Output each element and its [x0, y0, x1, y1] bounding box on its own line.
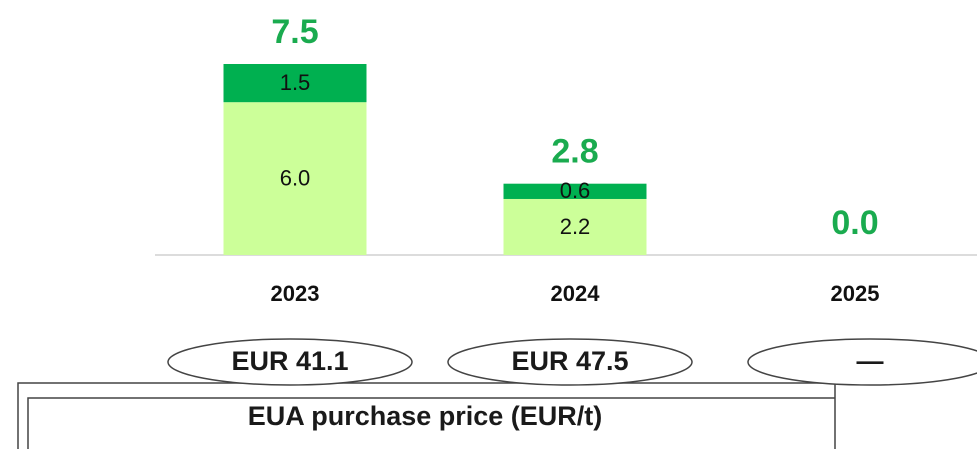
price-oval [167, 338, 413, 386]
x-tick-label: 2025 [831, 281, 880, 306]
bar-segment [223, 102, 367, 255]
total-label: 7.5 [271, 13, 318, 51]
segment-label: 2.2 [560, 214, 591, 239]
segment-label: 6.0 [280, 165, 311, 190]
price-oval [747, 338, 977, 386]
price-label: EUR 47.5 [511, 346, 628, 376]
bar-segment [503, 198, 647, 255]
total-label: 0.0 [831, 204, 878, 242]
bar-segment [503, 183, 647, 199]
x-tick-label: 2023 [271, 281, 320, 306]
bracket-outer [17, 382, 836, 449]
price-title: EUA purchase price (EUR/t) [248, 401, 603, 431]
bracket-inner [27, 397, 835, 449]
price-label: — [857, 346, 884, 376]
x-tick-label: 2024 [551, 281, 601, 306]
segment-label: 1.5 [280, 70, 311, 95]
total-label: 2.8 [551, 133, 598, 171]
bar-segment [223, 64, 367, 103]
price-oval [447, 338, 693, 386]
price-label: EUR 41.1 [231, 346, 348, 376]
segment-label: 0.6 [560, 178, 591, 203]
